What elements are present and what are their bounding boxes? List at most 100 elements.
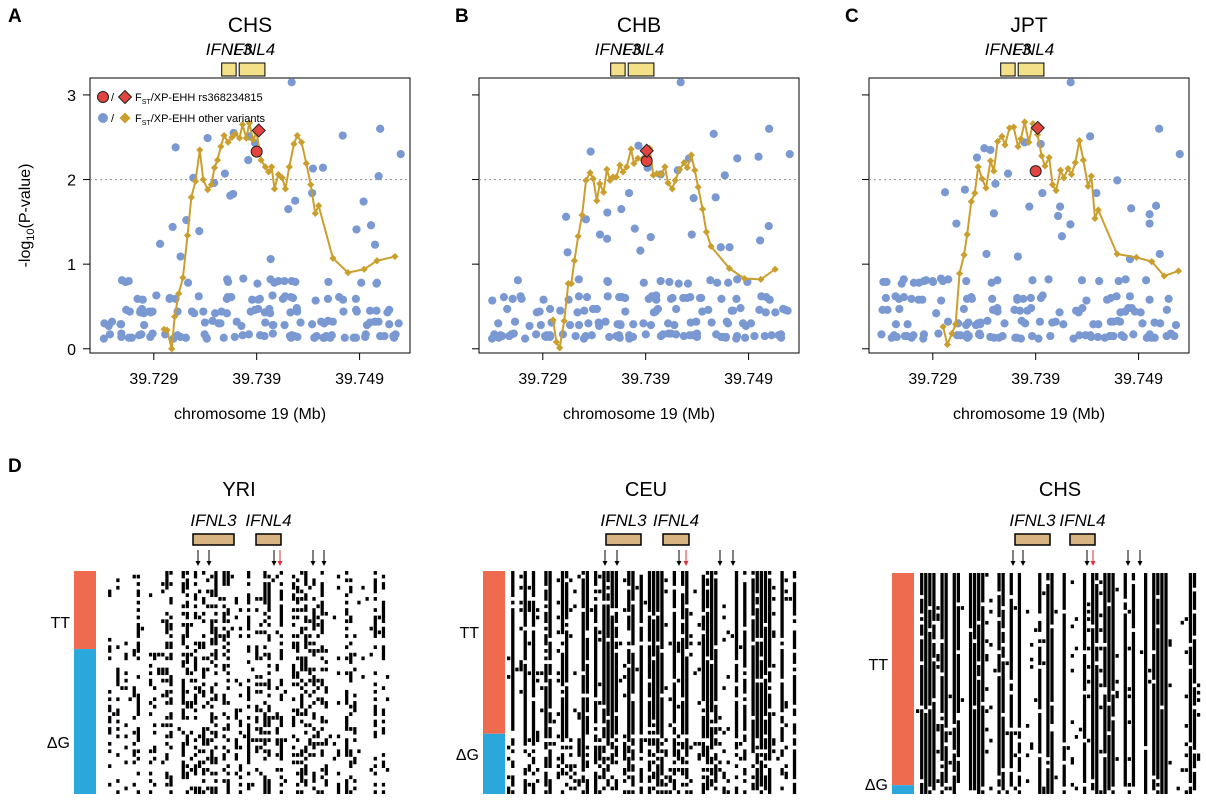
haplotype-cell [247,645,251,653]
haplotype-cell [614,779,619,791]
haplotype-cell [377,615,382,620]
haplotype-cell [598,738,602,742]
haplotype-cell [161,678,165,683]
haplotype-cell [165,782,169,787]
haplotype-cell [263,756,267,761]
haplotype-cell [373,771,377,776]
fst-point [176,332,185,342]
haplotype-cell [968,573,973,629]
haplotype-cell [193,678,198,683]
haplotype-cell [222,753,226,761]
haplotype-cell [279,790,283,794]
fst-point [291,196,300,205]
fst-point [1092,188,1101,198]
fst-point [765,295,774,304]
haplotype-cell [948,786,952,791]
haplotype-cell [1111,694,1115,717]
haplotype-cell [353,738,357,742]
haplotype-cell [1091,628,1095,780]
haplotype-cell [936,665,940,669]
haplotype-cell [316,697,320,702]
haplotype-cell [916,709,920,713]
haplotype-cell [353,779,357,783]
haplotype-cell [560,697,565,742]
haplotype-cell [153,652,157,661]
haplotype-cell [234,708,239,720]
haplotype-cell [751,645,755,716]
haplotype-cell [214,682,218,687]
haplotype-cell [202,597,206,605]
haplotype-cell [320,667,324,672]
group-bar-tt [74,571,96,650]
variant-arrowhead [730,561,736,566]
haplotype-cell [210,652,214,657]
xpehh-point [236,134,244,142]
haplotype-cell [1038,620,1042,632]
fst-point [1038,291,1047,300]
haplotype-cell [124,686,128,690]
haplotype-cell [304,708,308,716]
x-tick-label: 39.749 [724,371,773,388]
gene-label: IFNL3 [190,511,237,530]
haplotype-cell [165,667,169,676]
group-label-dg: ΔG [456,747,479,764]
haplotype-cell [726,727,730,731]
haplotype-cell [185,600,189,609]
haplotype-cell [1042,786,1046,794]
haplotype-cell [689,745,693,750]
xpehh-point [694,183,702,191]
xpehh-point [311,209,319,217]
haplotype-cell [210,574,214,579]
xpehh-point [302,159,310,168]
haplotype-cell [206,667,210,672]
haplotype-cell [1030,657,1034,662]
haplotype-cell [357,600,361,605]
haplotype-cell [345,626,349,631]
fst-point [983,316,992,325]
haplotype-cell [238,708,243,713]
fst-point [709,129,718,138]
fst-point [774,331,783,340]
haplotype-cell [652,730,656,735]
haplotype-cell [316,604,320,609]
fst-point [892,332,901,342]
haplotype-cell [161,760,165,765]
xpehh-point [612,173,620,181]
haplotype-cell [751,578,755,616]
haplotype-cell [759,660,764,679]
fst-point [517,294,526,303]
haplotype-cell [1160,573,1164,706]
haplotype-cell [259,771,263,776]
haplotype-cell [1111,573,1115,691]
haplotype-cell [973,709,977,791]
haplotype-cell [247,723,251,765]
haplotype-cell [606,641,610,716]
haplotype-cell [222,634,226,642]
haplotype-cell [157,667,161,676]
haplotype-cell [1144,573,1148,747]
haplotype-cell [349,727,353,731]
fst-point [582,293,592,302]
haplotype-cell [148,671,153,676]
xpehh-point [671,176,679,184]
haplotype-cell [1046,584,1050,758]
haplotype-cell [226,571,230,586]
haplotype-cell [527,782,532,787]
fst-point [1156,319,1165,328]
haplotype-cell [647,571,652,612]
haplotype-cell [275,663,279,672]
haplotype-cell [181,678,185,705]
fst-point [117,320,126,329]
haplotype-cell [300,767,304,783]
panel-title: CHS [228,14,272,37]
haplotype-cell [705,578,710,586]
haplotype-cell [312,608,316,631]
plot-frame [478,77,800,354]
fst-point [561,212,571,221]
haplotype-cell [985,573,989,577]
x-tick-label: 39.729 [129,371,178,388]
haplotype-cell [1074,786,1079,791]
haplotype-cell [701,741,706,757]
haplotype-cell [161,619,165,624]
haplotype-cell [136,574,140,579]
